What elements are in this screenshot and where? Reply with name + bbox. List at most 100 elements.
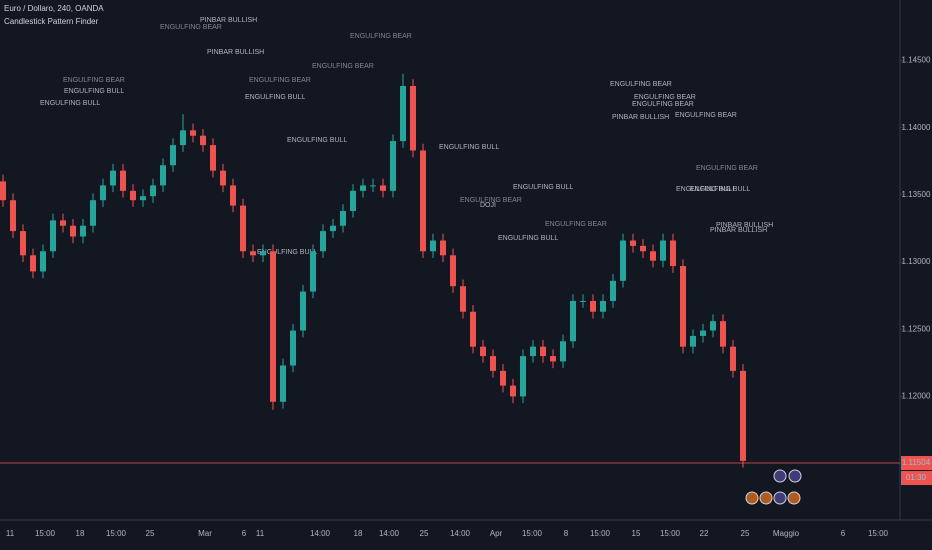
pattern-label: ENGULFING BULL	[498, 235, 558, 242]
candle-body	[480, 346, 486, 357]
event-icon[interactable]	[788, 469, 802, 483]
candle-body	[380, 185, 386, 191]
pattern-label: ENGULFING BEAR	[675, 112, 737, 119]
y-tick-label: 1.12500	[902, 324, 931, 333]
candle-body	[180, 130, 186, 146]
candle-body	[740, 370, 746, 461]
candle-body	[460, 286, 466, 312]
event-icon[interactable]	[759, 491, 773, 505]
pattern-label: ENGULFING BEAR	[63, 77, 125, 84]
x-tick-label: 25	[420, 529, 429, 538]
candle-body	[140, 196, 146, 201]
candle-body	[600, 300, 606, 312]
candle-body	[40, 251, 46, 272]
x-tick-label: 6	[841, 529, 846, 538]
candle-body	[530, 346, 536, 357]
x-tick-label: 15:00	[106, 529, 127, 538]
candle-body	[680, 266, 686, 347]
pattern-label: ENGULFING BEAR	[160, 24, 222, 31]
candle-body	[170, 145, 176, 166]
x-tick-label: 11	[6, 529, 15, 538]
candle-body	[370, 185, 376, 187]
candle-body	[560, 341, 566, 362]
candle-body	[590, 300, 596, 312]
candle-body	[0, 181, 6, 201]
pattern-label: ENGULFING BULL	[257, 249, 317, 256]
pattern-label: ENGULFING BULL	[40, 100, 100, 107]
candle-body	[50, 220, 56, 252]
candle-body	[240, 205, 246, 252]
candle-body	[620, 240, 626, 281]
y-tick-label: 1.13000	[902, 257, 931, 266]
x-tick-label: 15:00	[522, 529, 543, 538]
x-tick-label: 25	[146, 529, 155, 538]
candle-body	[130, 190, 136, 201]
candle-body	[60, 220, 66, 226]
candle-body	[110, 170, 116, 186]
x-tick-label: 18	[76, 529, 85, 538]
candle-body	[450, 255, 456, 287]
x-tick-label: Maggio	[773, 529, 800, 538]
pattern-label: ENGULFING BULL	[690, 186, 750, 193]
event-icon[interactable]	[745, 491, 759, 505]
candle-body	[70, 225, 76, 237]
x-tick-label: Apr	[490, 529, 503, 538]
pattern-label: ENGULFING BEAR	[249, 77, 311, 84]
candle-body	[260, 251, 266, 256]
candle-body	[360, 185, 366, 191]
pattern-label: ENGULFING BULL	[245, 94, 305, 101]
candle-body	[100, 185, 106, 201]
pattern-label: ENGULFING BULL	[287, 137, 347, 144]
candle-body	[310, 251, 316, 292]
event-icon[interactable]	[773, 469, 787, 483]
pattern-label: ENGULFING BULL	[64, 88, 124, 95]
candle-body	[160, 165, 166, 186]
x-tick-label: 8	[564, 529, 569, 538]
x-tick-label: 15:00	[660, 529, 681, 538]
pattern-label: PINBAR BULLISH	[207, 49, 264, 56]
candle-body	[330, 225, 336, 232]
y-tick-label: 1.12000	[902, 391, 931, 400]
x-tick-label: 15:00	[868, 529, 889, 538]
candle-body	[230, 185, 236, 206]
pattern-label: PINBAR BULLISH	[710, 227, 767, 234]
x-tick-label: 14:00	[450, 529, 471, 538]
last-price-label: 1.11504	[902, 458, 931, 467]
candle-body	[610, 280, 616, 301]
pattern-label: ENGULFING BULL	[676, 186, 736, 193]
pattern-label: ENGULFING BEAR	[545, 221, 607, 228]
event-icon[interactable]	[787, 491, 801, 505]
candle-body	[540, 346, 546, 357]
x-tick-label: 15:00	[35, 529, 56, 538]
candle-body	[730, 346, 736, 371]
candle-body	[400, 85, 406, 142]
pattern-label: ENGULFING BEAR	[634, 94, 696, 101]
pattern-label: ENGULFING BEAR	[312, 63, 374, 70]
chart-subtitle: Candlestick Pattern Finder	[4, 17, 99, 26]
candle-body	[90, 200, 96, 226]
y-tick-label: 1.14000	[902, 123, 931, 132]
candle-body	[350, 190, 356, 211]
x-tick-label: 11	[256, 529, 265, 538]
candle-body	[690, 335, 696, 347]
x-tick-label: 14:00	[379, 529, 400, 538]
candle-body	[80, 225, 86, 237]
x-tick-label: 15:00	[590, 529, 611, 538]
pattern-label: PINBAR BULLISH	[716, 222, 773, 229]
candle-body	[120, 170, 126, 191]
y-tick-label: 1.14500	[902, 56, 931, 65]
x-tick-label: 25	[741, 529, 750, 538]
event-icon[interactable]	[773, 491, 787, 505]
candle-body	[300, 291, 306, 331]
pattern-label: ENGULFING BULL	[439, 144, 499, 151]
candle-body	[440, 240, 446, 256]
pattern-label: ENGULFING BEAR	[696, 165, 758, 172]
candle-body	[520, 356, 526, 397]
candle-body	[660, 240, 666, 261]
candle-body	[200, 135, 206, 146]
x-tick-label: 14:00	[310, 529, 331, 538]
countdown-box	[901, 471, 932, 486]
candle-body	[390, 141, 396, 191]
event-icons[interactable]	[745, 469, 802, 505]
